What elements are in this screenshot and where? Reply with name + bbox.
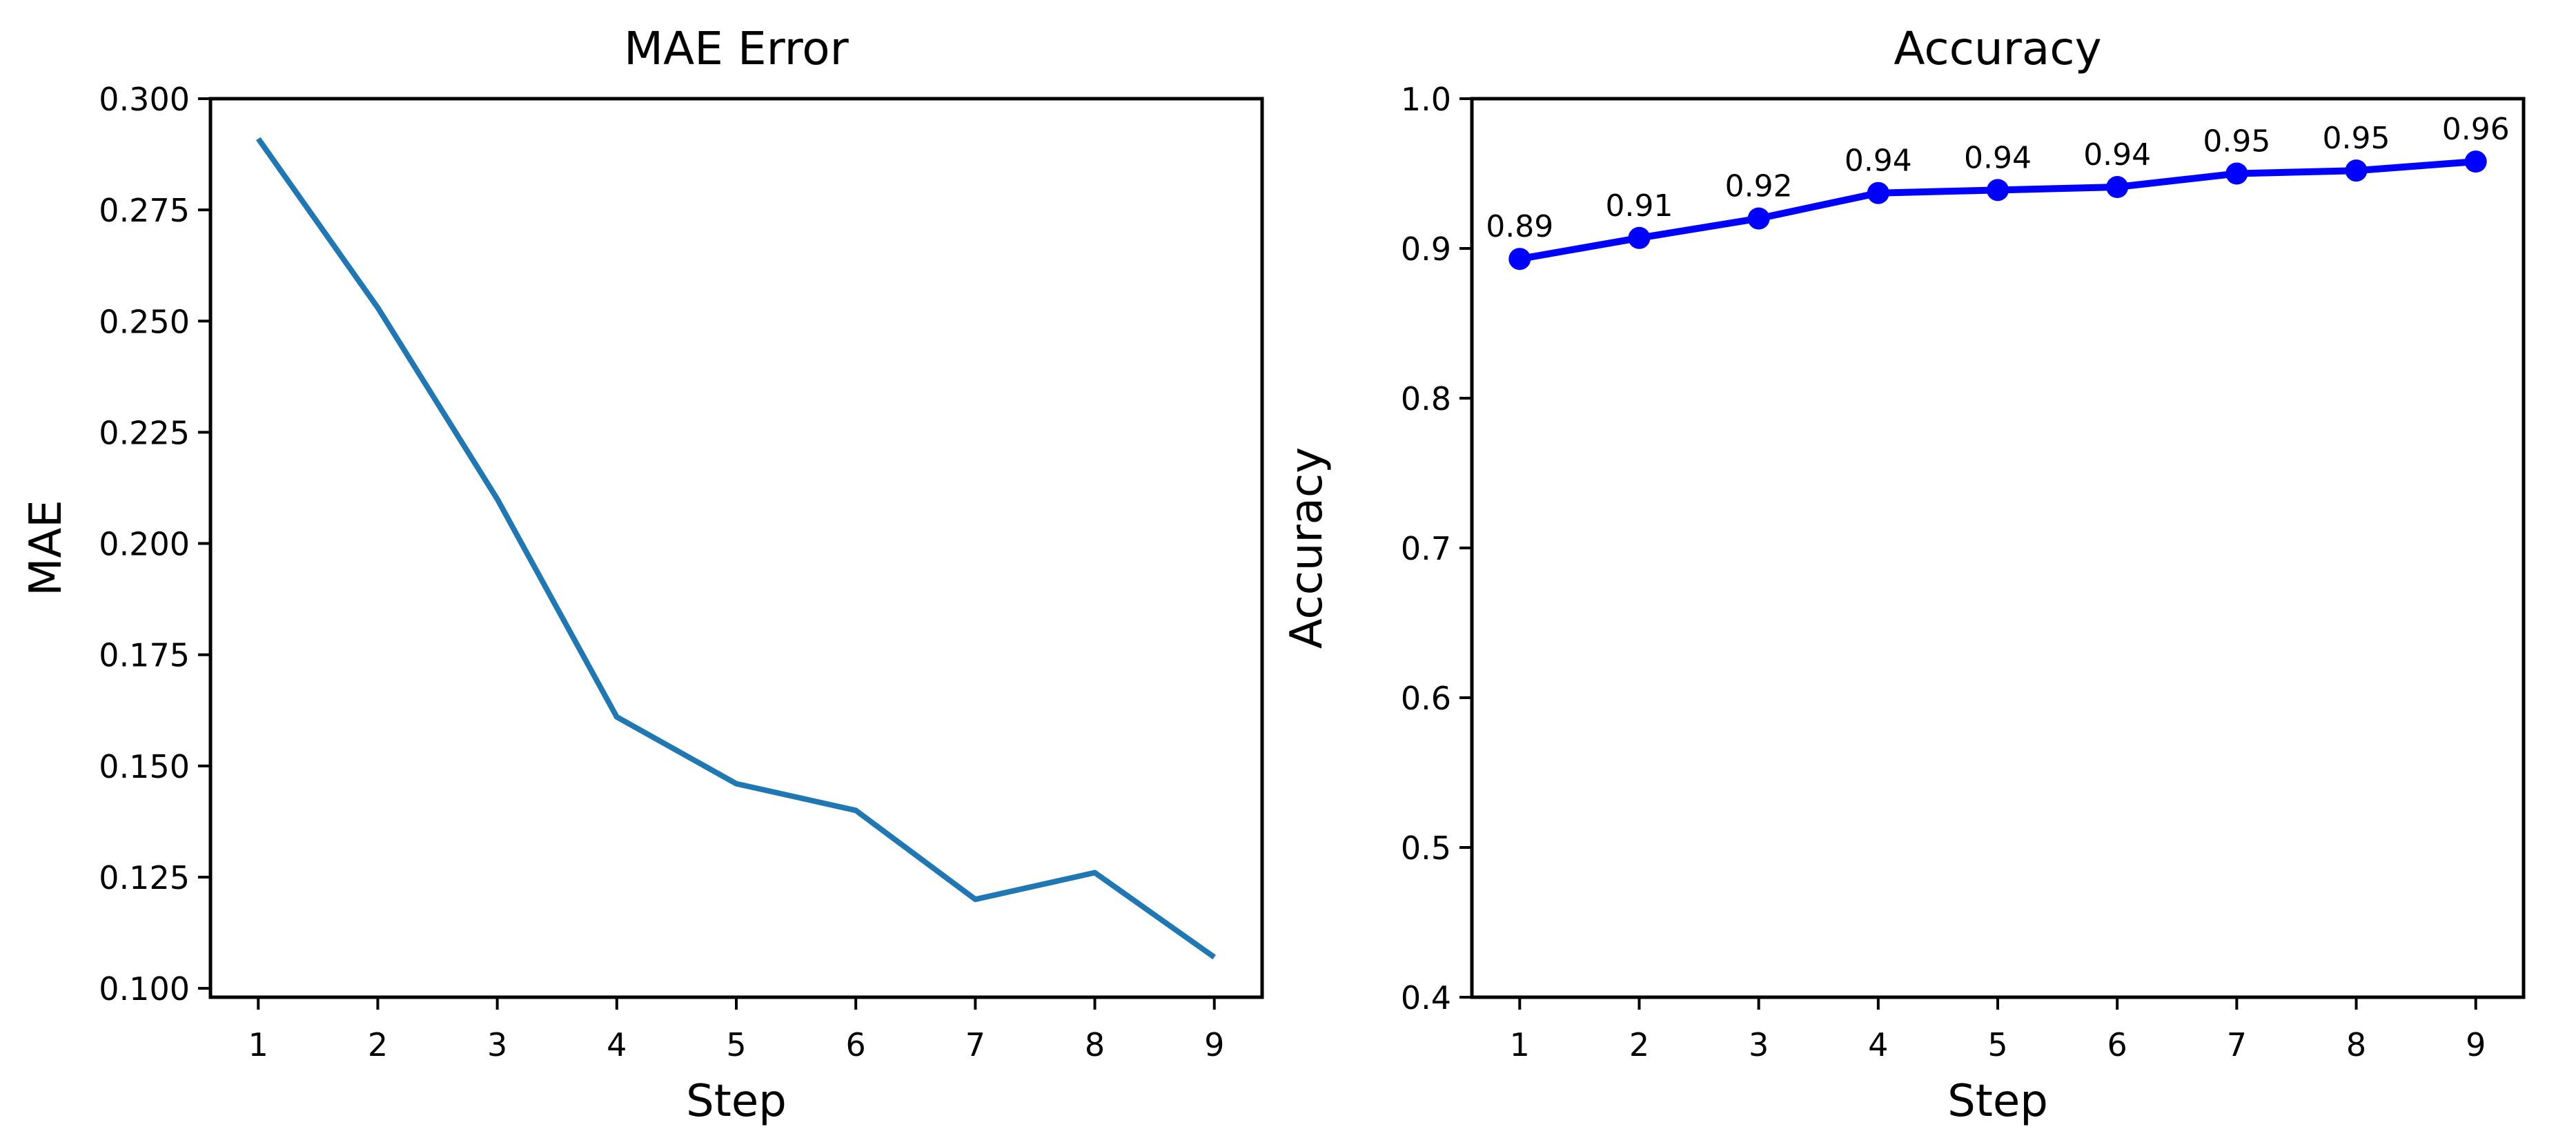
x-tick-label: 8 xyxy=(1085,1026,1105,1063)
y-tick-label: 0.200 xyxy=(99,526,190,563)
y-tick-label: 0.9 xyxy=(1401,230,1451,268)
x-tick-label: 6 xyxy=(2107,1026,2127,1063)
data-point-label: 0.94 xyxy=(1964,140,2032,175)
accuracy-chart: 1.0 0.9 0.8 0.7 0.6 0.5 0.4 1 2 3 4 5 6 7 8 9 0.89 0.91 0.… xyxy=(1281,22,2526,1127)
y-tick-label: 0.175 xyxy=(99,637,190,674)
x-tick-label: 8 xyxy=(2346,1026,2366,1063)
x-tick-label: 2 xyxy=(368,1026,388,1063)
data-point-marker xyxy=(2106,176,2129,199)
x-tick-label: 9 xyxy=(1204,1026,1224,1063)
data-line xyxy=(256,137,1217,960)
data-point-marker xyxy=(1628,226,1651,249)
x-tick-label: 3 xyxy=(487,1026,507,1063)
chart-title: Accuracy xyxy=(1894,22,2101,75)
y-axis-label: MAE xyxy=(21,500,72,596)
axes-frame xyxy=(208,97,1264,999)
mae-error-chart: 0.300 0.275 0.250 0.225 0.200 0.175 0.150 0.125… xyxy=(21,22,1264,1127)
x-tick-label: 1 xyxy=(248,1026,268,1063)
y-tick-label: 0.225 xyxy=(99,414,190,451)
data-point-marker xyxy=(1987,179,2009,202)
x-axis-label: Step xyxy=(1947,1076,2048,1127)
data-point-label: 0.96 xyxy=(2442,112,2510,147)
data-point-marker xyxy=(2464,150,2487,173)
y-tick-label: 0.8 xyxy=(1401,380,1451,418)
data-point-label: 0.89 xyxy=(1486,209,1553,244)
y-tick-label: 0.125 xyxy=(99,859,190,896)
data-point-marker xyxy=(1508,248,1531,271)
y-tick-label: 0.100 xyxy=(99,970,190,1008)
data-point-marker xyxy=(2345,159,2368,182)
x-tick-label: 7 xyxy=(2227,1026,2247,1063)
x-tick-label: 4 xyxy=(607,1026,627,1063)
data-point-label: 0.94 xyxy=(1845,144,1912,179)
x-tick-label: 1 xyxy=(1510,1026,1530,1063)
axes-frame xyxy=(1470,97,2526,999)
chart-title: MAE Error xyxy=(624,22,849,75)
data-point-label: 0.92 xyxy=(1725,169,1793,204)
x-tick-label: 5 xyxy=(1987,1026,2007,1063)
y-tick-label: 0.300 xyxy=(99,81,190,118)
data-point-label: 0.91 xyxy=(1605,188,1673,224)
data-point-marker xyxy=(2225,162,2248,185)
x-tick-label: 5 xyxy=(726,1026,746,1063)
x-tick-label: 9 xyxy=(2466,1026,2486,1063)
x-tick-label: 2 xyxy=(1629,1026,1649,1063)
x-tick-label: 3 xyxy=(1749,1026,1769,1063)
data-point-label: 0.95 xyxy=(2203,124,2270,159)
data-point-marker xyxy=(1867,182,1889,204)
y-tick-label: 0.7 xyxy=(1401,530,1451,567)
x-tick-label: 7 xyxy=(965,1026,985,1063)
x-axis-label: Step xyxy=(686,1076,787,1127)
y-tick-label: 0.150 xyxy=(99,748,190,785)
data-point-label: 0.95 xyxy=(2323,121,2390,156)
y-tick-label: 1.0 xyxy=(1401,81,1451,118)
y-tick-label: 0.250 xyxy=(99,303,190,340)
y-tick-label: 0.275 xyxy=(99,192,190,229)
y-tick-label: 0.4 xyxy=(1401,979,1451,1017)
data-point-label: 0.94 xyxy=(2083,137,2151,173)
data-point-marker xyxy=(1747,207,1770,230)
x-tick-label: 4 xyxy=(1868,1026,1888,1063)
y-axis-label: Accuracy xyxy=(1281,447,1333,649)
y-tick-label: 0.6 xyxy=(1401,680,1451,717)
x-tick-label: 6 xyxy=(846,1026,866,1063)
y-tick-label: 0.5 xyxy=(1401,830,1451,867)
